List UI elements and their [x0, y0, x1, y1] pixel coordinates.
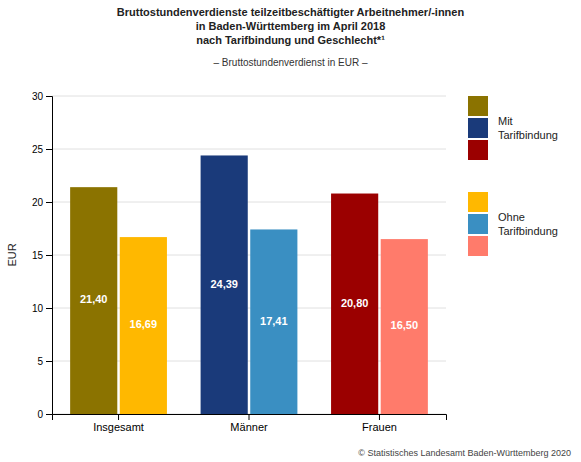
y-tick: 30: [32, 91, 52, 102]
y-tick-label: 10: [32, 303, 44, 314]
y-axis-line: [46, 97, 53, 415]
x-tick: Frauen: [362, 414, 397, 433]
y-tick-label: 25: [32, 144, 44, 155]
x-axis: Insgesamt Männer Frauen: [53, 414, 447, 433]
y-tick-mark: [46, 149, 52, 150]
y-tick-mark: [46, 96, 52, 97]
y-tick-mark: [46, 202, 52, 203]
legend-swatch: [468, 192, 488, 212]
grid-line: [52, 149, 446, 150]
y-axis: 0 5 10 15 20 25 30: [32, 91, 53, 420]
grid: [52, 96, 446, 414]
legend-swatch: [468, 236, 488, 256]
data-labels: 21,40 24,39 20,80 16,69 17,41 16,50: [80, 278, 418, 332]
bars: [70, 155, 428, 414]
y-tick-label: 15: [32, 250, 44, 261]
y-tick-mark: [46, 308, 52, 309]
y-tick-mark: [46, 255, 52, 256]
data-label: 21,40: [80, 293, 108, 305]
x-tick-label: Insgesamt: [93, 421, 144, 433]
y-tick-mark: [46, 414, 52, 415]
x-tick-label: Männer: [230, 421, 268, 433]
legend-swatch: [468, 118, 488, 138]
data-label: 24,39: [210, 278, 238, 290]
y-axis-title: EUR: [6, 243, 18, 266]
data-label: 20,80: [341, 297, 369, 309]
y-tick: 20: [32, 197, 52, 208]
y-tick-label: 30: [32, 91, 44, 102]
legend-label: MitTarifbindung: [498, 115, 558, 141]
y-tick: 5: [37, 356, 52, 367]
chart: Bruttostundenverdienste teilzeitbeschäft…: [0, 0, 581, 462]
legend-item: MitTarifbindung: [468, 96, 558, 160]
x-tick-label: Frauen: [362, 421, 397, 433]
y-tick: 25: [32, 144, 52, 155]
bar: [250, 229, 297, 414]
legend: MitTarifbindung OhneTarifbindung: [468, 96, 558, 256]
legend-swatch: [468, 140, 488, 160]
x-axis-line: [53, 415, 447, 421]
y-tick-label: 0: [37, 409, 43, 420]
x-tick: Männer: [230, 414, 268, 433]
bar: [331, 194, 378, 414]
data-label: 17,41: [260, 315, 288, 327]
plot: 21,40 24,39 20,80 16,69 17,41 16,50 0 5 10 15 20 25…: [32, 91, 447, 433]
legend-swatch: [468, 96, 488, 116]
y-tick: 15: [32, 250, 52, 261]
grid-line: [52, 96, 446, 97]
annotation: © Statistisches Landesamt Baden-Württemb…: [358, 448, 571, 458]
data-label: 16,69: [130, 318, 158, 330]
bar: [120, 237, 167, 414]
x-tick: Insgesamt: [93, 414, 144, 433]
legend-label: OhneTarifbindung: [498, 211, 558, 237]
bar: [381, 239, 428, 414]
y-tick: 10: [32, 303, 52, 314]
x-tick-mark: [379, 414, 380, 420]
y-tick: 0: [37, 409, 52, 420]
legend-swatch: [468, 214, 488, 234]
title: Bruttostundenverdienste teilzeitbeschäft…: [117, 6, 465, 46]
legend-item: OhneTarifbindung: [468, 192, 558, 256]
bar: [201, 155, 248, 414]
y-tick-label: 20: [32, 197, 44, 208]
x-tick-mark: [118, 414, 119, 420]
subtitle: – Bruttostundenverdienst in EUR –: [214, 57, 368, 68]
bar: [70, 187, 117, 414]
data-label: 16,50: [391, 319, 419, 331]
y-tick-mark: [46, 361, 52, 362]
y-tick-label: 5: [37, 356, 43, 367]
x-tick-mark: [249, 414, 250, 420]
